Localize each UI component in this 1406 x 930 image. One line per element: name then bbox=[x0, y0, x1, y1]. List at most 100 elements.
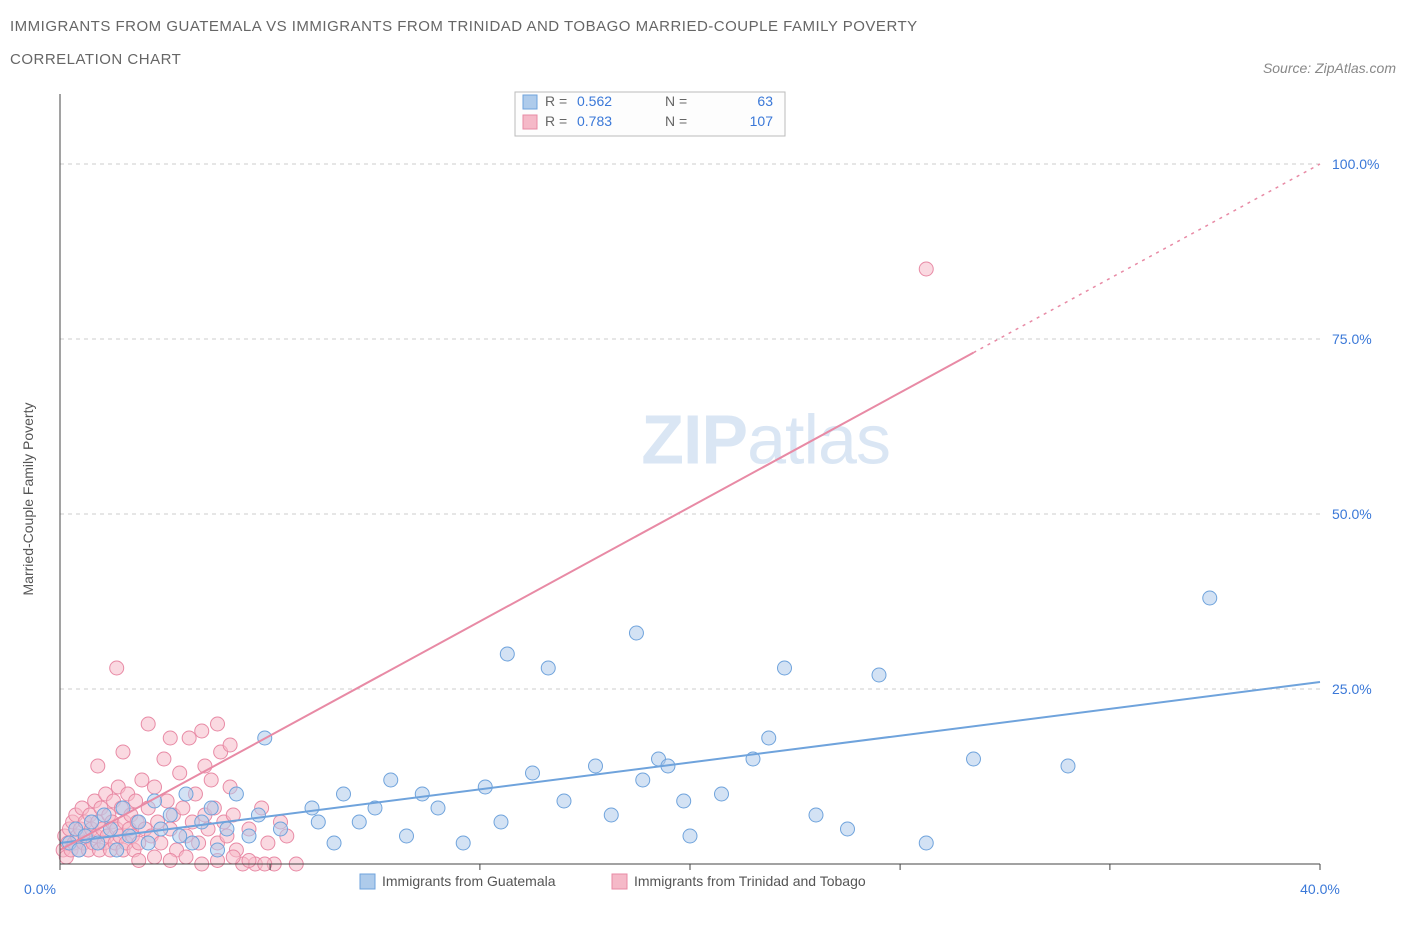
stat-r-label: R = bbox=[545, 93, 567, 109]
data-point bbox=[715, 787, 729, 801]
data-point bbox=[841, 822, 855, 836]
data-point bbox=[185, 836, 199, 850]
data-point bbox=[132, 815, 146, 829]
data-point bbox=[261, 836, 275, 850]
y-tick-label: 100.0% bbox=[1332, 156, 1379, 172]
data-point bbox=[431, 801, 445, 815]
data-point bbox=[223, 738, 237, 752]
legend-swatch bbox=[612, 874, 627, 889]
chart-title-line1: IMMIGRANTS FROM GUATEMALA VS IMMIGRANTS … bbox=[10, 18, 918, 35]
data-point bbox=[110, 661, 124, 675]
data-point bbox=[919, 836, 933, 850]
data-point bbox=[337, 787, 351, 801]
legend-label: Immigrants from Guatemala bbox=[382, 873, 556, 889]
data-point bbox=[494, 815, 508, 829]
y-tick-label: 25.0% bbox=[1332, 681, 1372, 697]
data-point bbox=[141, 717, 155, 731]
data-point bbox=[967, 752, 981, 766]
data-point bbox=[456, 836, 470, 850]
stat-r-value: 0.783 bbox=[577, 113, 612, 129]
data-point bbox=[195, 815, 209, 829]
data-point bbox=[226, 850, 240, 864]
trend-line bbox=[60, 353, 974, 850]
x-tick-label: 40.0% bbox=[1300, 881, 1340, 897]
data-point bbox=[1203, 591, 1217, 605]
data-point bbox=[677, 794, 691, 808]
trend-line bbox=[60, 682, 1320, 843]
data-point bbox=[541, 661, 555, 675]
correlation-scatter-chart: 25.0%50.0%75.0%100.0%ZIPatlas0.0%40.0%R … bbox=[10, 84, 1396, 914]
stat-n-label: N = bbox=[665, 93, 687, 109]
chart-title-line2: CORRELATION CHART bbox=[10, 51, 181, 68]
data-point bbox=[135, 773, 149, 787]
data-point bbox=[148, 780, 162, 794]
data-point bbox=[173, 829, 187, 843]
data-point bbox=[122, 829, 136, 843]
data-point bbox=[636, 773, 650, 787]
stat-r-value: 0.562 bbox=[577, 93, 612, 109]
data-point bbox=[500, 647, 514, 661]
data-point bbox=[176, 801, 190, 815]
data-point bbox=[352, 815, 366, 829]
data-point bbox=[778, 661, 792, 675]
data-point bbox=[97, 808, 111, 822]
data-point bbox=[305, 801, 319, 815]
data-point bbox=[160, 794, 174, 808]
data-point bbox=[91, 759, 105, 773]
data-point bbox=[384, 773, 398, 787]
legend-swatch bbox=[523, 115, 537, 129]
y-tick-label: 50.0% bbox=[1332, 506, 1372, 522]
data-point bbox=[163, 854, 177, 868]
data-point bbox=[589, 759, 603, 773]
trend-line-extrapolated bbox=[974, 164, 1321, 353]
data-point bbox=[85, 815, 99, 829]
stat-r-label: R = bbox=[545, 113, 567, 129]
data-point bbox=[72, 843, 86, 857]
data-point bbox=[400, 829, 414, 843]
data-point bbox=[148, 850, 162, 864]
data-point bbox=[220, 822, 234, 836]
data-point bbox=[116, 745, 130, 759]
data-point bbox=[141, 836, 155, 850]
legend-swatch bbox=[360, 874, 375, 889]
data-point bbox=[683, 829, 697, 843]
data-point bbox=[157, 752, 171, 766]
y-axis-label: Married-Couple Family Poverty bbox=[20, 403, 36, 596]
source-attribution: Source: ZipAtlas.com bbox=[1263, 60, 1396, 76]
data-point bbox=[526, 766, 540, 780]
stat-n-value: 107 bbox=[750, 113, 774, 129]
data-point bbox=[132, 854, 146, 868]
data-point bbox=[242, 854, 256, 868]
data-point bbox=[251, 808, 265, 822]
data-point bbox=[229, 787, 243, 801]
data-point bbox=[762, 731, 776, 745]
data-point bbox=[919, 262, 933, 276]
stat-n-value: 63 bbox=[757, 93, 773, 109]
data-point bbox=[809, 808, 823, 822]
data-point bbox=[195, 724, 209, 738]
data-point bbox=[415, 787, 429, 801]
data-point bbox=[274, 822, 288, 836]
data-point bbox=[1061, 759, 1075, 773]
y-tick-label: 75.0% bbox=[1332, 331, 1372, 347]
data-point bbox=[604, 808, 618, 822]
data-point bbox=[163, 731, 177, 745]
data-point bbox=[872, 668, 886, 682]
data-point bbox=[163, 808, 177, 822]
data-point bbox=[110, 843, 124, 857]
data-point bbox=[211, 843, 225, 857]
data-point bbox=[211, 717, 225, 731]
data-point bbox=[327, 836, 341, 850]
legend-swatch bbox=[523, 95, 537, 109]
data-point bbox=[154, 836, 168, 850]
data-point bbox=[173, 766, 187, 780]
stat-n-label: N = bbox=[665, 113, 687, 129]
data-point bbox=[204, 773, 218, 787]
legend-label: Immigrants from Trinidad and Tobago bbox=[634, 873, 866, 889]
data-point bbox=[311, 815, 325, 829]
data-point bbox=[629, 626, 643, 640]
data-point bbox=[478, 780, 492, 794]
data-point bbox=[182, 731, 196, 745]
data-point bbox=[179, 850, 193, 864]
x-tick-label: 0.0% bbox=[24, 881, 56, 897]
